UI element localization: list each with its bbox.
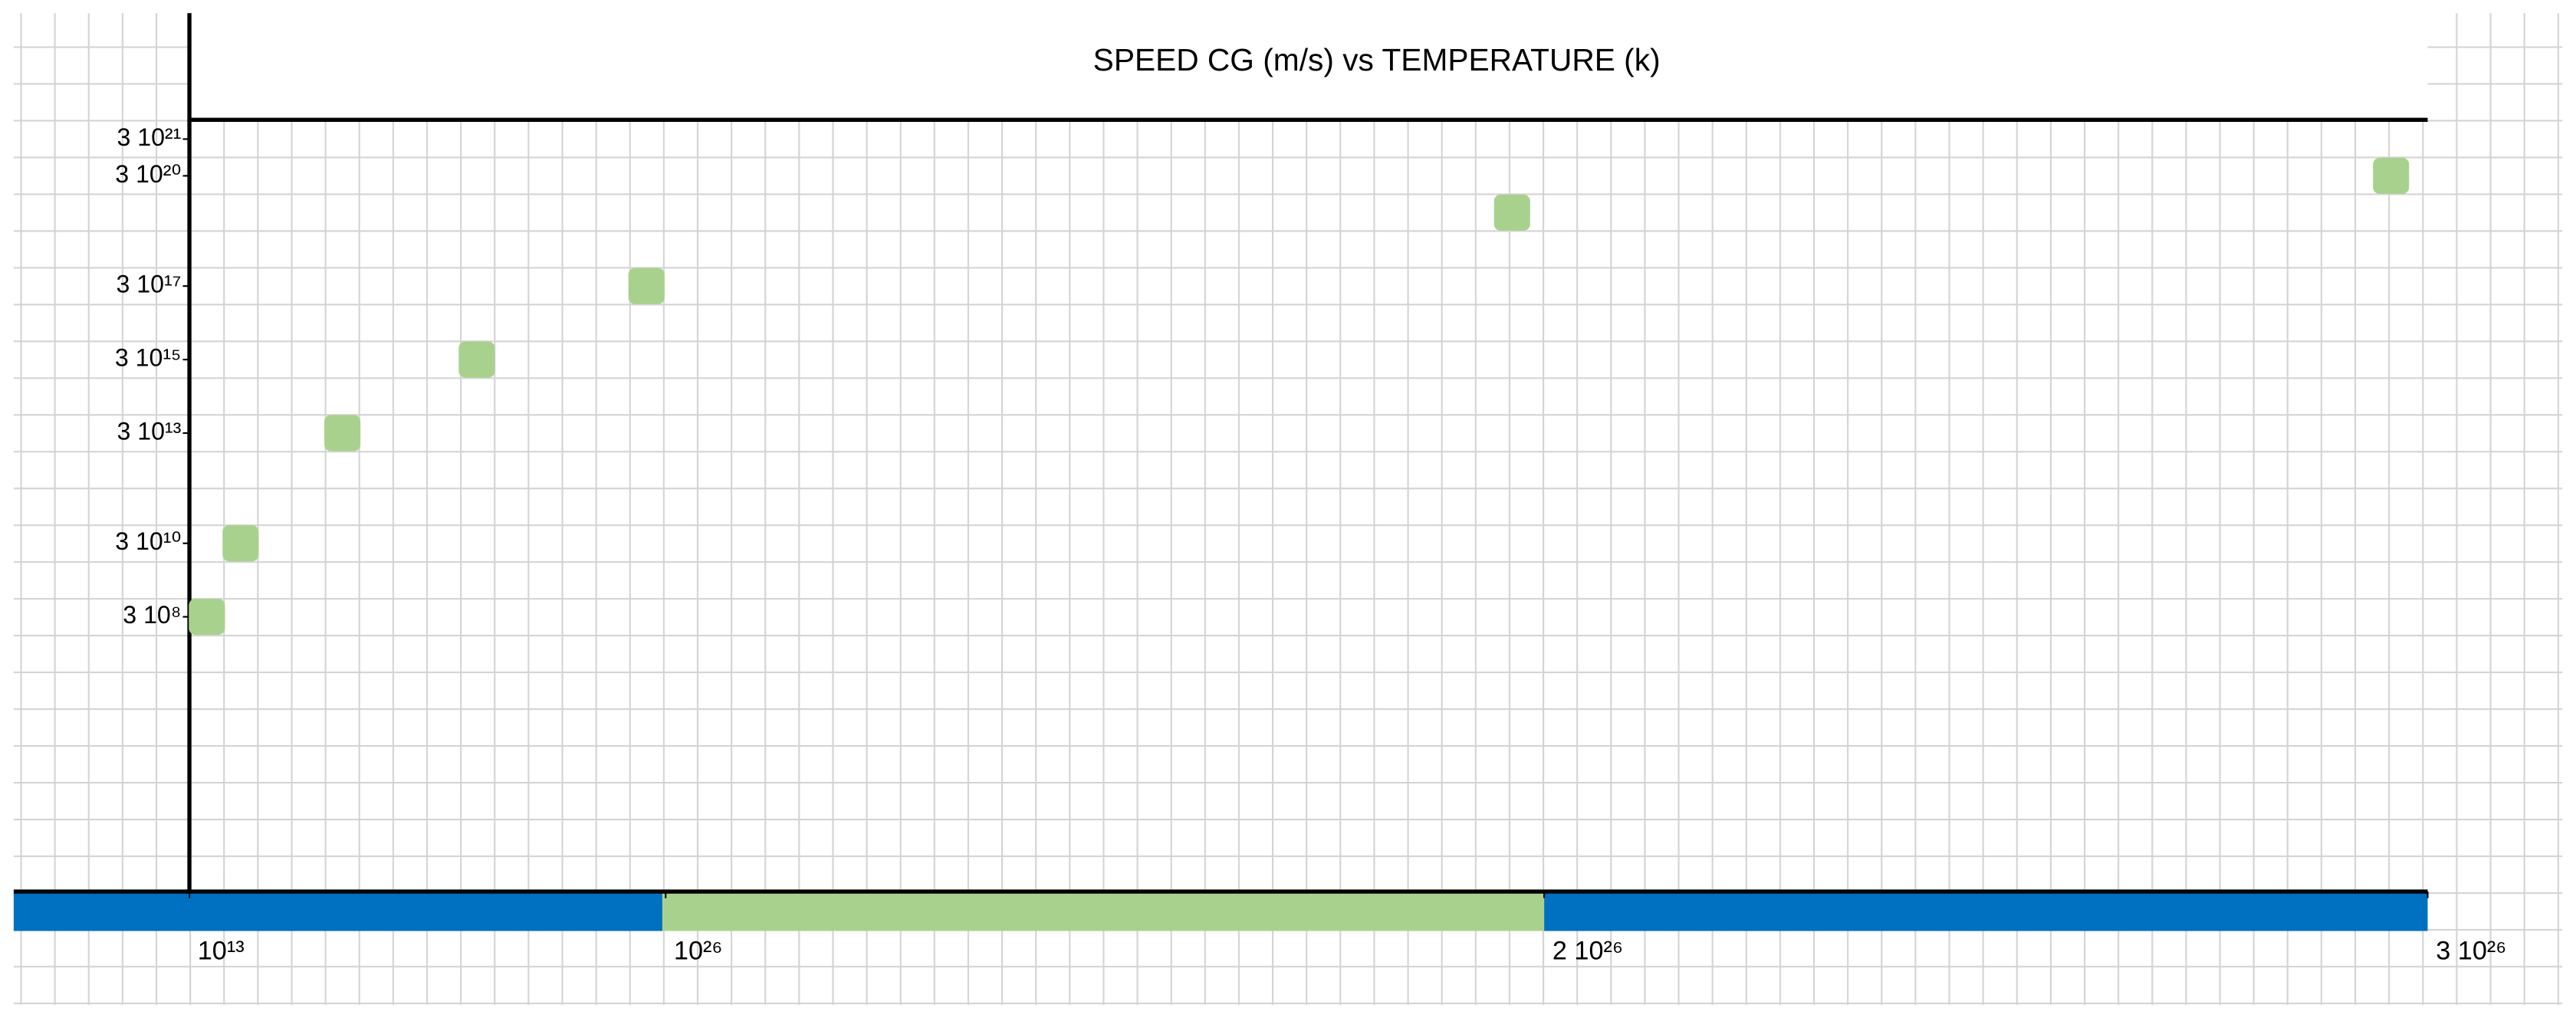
sheet-grid [13,13,2563,1005]
band [662,893,1545,931]
band [1544,893,2428,931]
y-tick-label: 3 10²¹ [117,123,181,151]
y-tick-label: 3 10¹⁰ [115,527,181,555]
point [628,268,665,304]
point [458,341,495,378]
point [2373,157,2410,194]
point [324,415,361,452]
x-tick-label: 10¹³ [198,936,245,965]
x-tick-label: 10²⁶ [674,936,723,965]
x-tick-label: 3 10²⁶ [2436,936,2506,965]
point [189,599,225,635]
x-tick-label: 2 10²⁶ [1552,936,1623,965]
y-tick-label: 3 10¹³ [117,417,181,445]
title-area [191,13,2428,119]
point [1493,194,1530,231]
y-tick-label: 3 10¹⁷ [117,271,182,298]
chart-title: SPEED CG (m/s) vs TEMPERATURE (k) [1093,42,1661,77]
band [13,893,662,931]
y-tick-label: 3 10¹⁵ [115,344,181,372]
point [222,525,259,562]
y-tick-label: 3 10⁸ [123,601,181,629]
y-tick-label: 3 10²⁰ [115,160,181,188]
